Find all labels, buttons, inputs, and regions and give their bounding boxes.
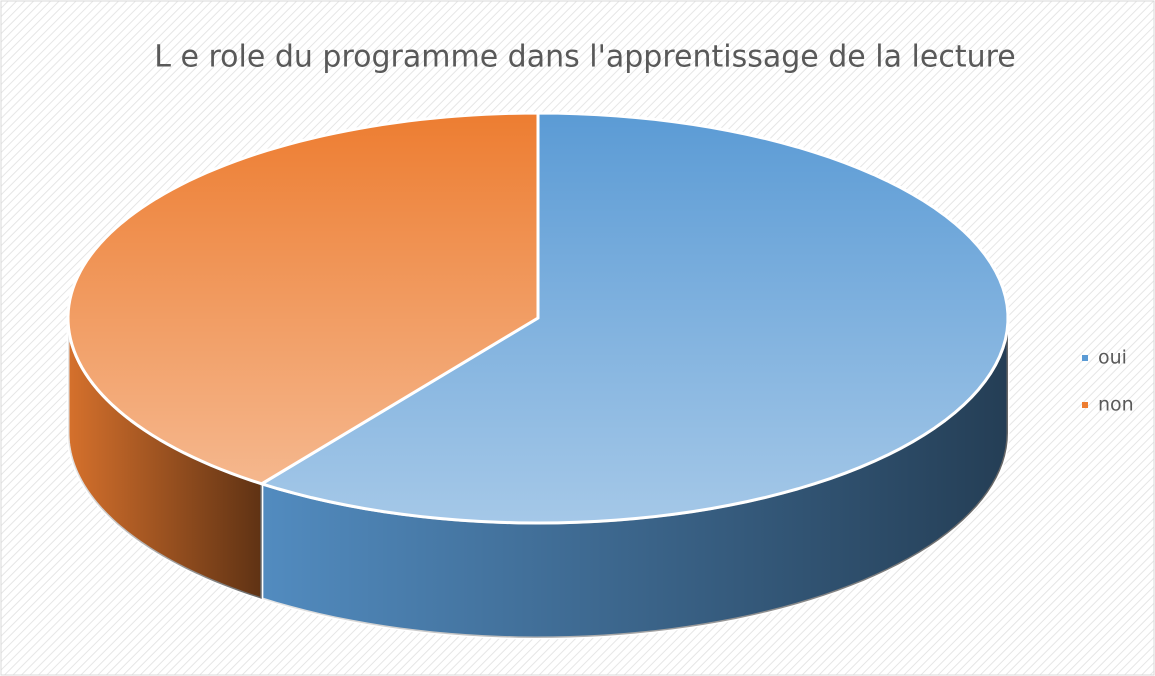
slice-shade xyxy=(68,113,539,484)
slice-shade xyxy=(261,113,1008,523)
legend-label: non xyxy=(1098,394,1134,416)
slice-side-shade xyxy=(261,318,1008,638)
plot-area xyxy=(66,111,1010,640)
chart-title: L e role du programme dans l'apprentissa… xyxy=(154,40,1016,75)
legend-swatch xyxy=(1082,402,1088,408)
legend-swatch xyxy=(1082,355,1088,361)
legend: oui non xyxy=(1082,347,1134,416)
legend-label: oui xyxy=(1098,347,1127,369)
slice-side-shade xyxy=(68,318,262,599)
